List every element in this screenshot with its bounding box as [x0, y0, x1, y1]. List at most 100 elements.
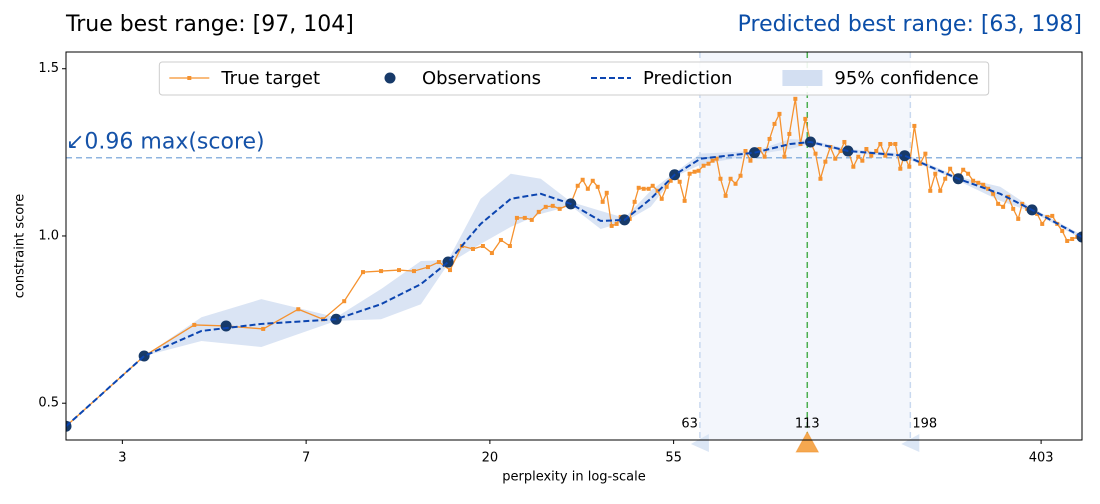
point-marker — [842, 139, 847, 144]
point-marker — [1040, 221, 1045, 226]
x-tick-label: 3 — [118, 451, 126, 466]
point-marker — [296, 307, 301, 312]
point-marker — [738, 173, 743, 178]
best-marker — [795, 430, 820, 453]
point-marker — [575, 183, 580, 188]
point-marker — [614, 221, 619, 226]
point-marker — [489, 251, 494, 256]
point-marker — [971, 178, 976, 183]
point-marker — [659, 196, 664, 201]
point-marker — [682, 198, 687, 203]
point-marker — [787, 131, 792, 136]
x-tick-label: 7 — [302, 451, 310, 466]
point-marker — [710, 158, 715, 163]
point-marker — [397, 268, 402, 273]
point-marker — [514, 215, 519, 220]
point-marker — [677, 179, 682, 184]
point-marker — [1011, 206, 1016, 211]
point-marker — [883, 153, 888, 158]
point-marker — [529, 217, 534, 222]
point-marker — [604, 190, 609, 195]
point-marker — [874, 149, 879, 154]
legend-label: Observations — [422, 68, 541, 89]
axes-frame — [65, 51, 1083, 441]
x-tick-label: 55 — [665, 451, 682, 466]
point-marker — [600, 199, 605, 204]
point-marker — [878, 141, 883, 146]
best-label: 113 — [795, 417, 820, 432]
point-marker — [411, 269, 416, 274]
point-marker — [580, 177, 585, 182]
point-marker — [664, 184, 669, 189]
point-marker — [991, 191, 996, 196]
point-marker — [1001, 204, 1006, 209]
point-marker — [782, 154, 787, 159]
y-tick-label: 1.5 — [38, 61, 59, 76]
point-marker — [448, 268, 453, 273]
range-marker — [690, 434, 709, 452]
point-marker — [728, 176, 733, 181]
point-marker — [986, 186, 991, 191]
point-marker — [893, 141, 898, 146]
point-marker — [696, 168, 701, 173]
point-marker — [641, 186, 646, 191]
point-marker — [706, 161, 711, 166]
observation-point — [220, 320, 232, 332]
point-marker — [803, 116, 808, 121]
point-marker — [585, 186, 590, 191]
y-tick-label: 1.0 — [38, 228, 59, 243]
point-marker — [948, 166, 953, 171]
point-marker — [1065, 238, 1070, 243]
point-marker — [838, 149, 843, 154]
point-marker — [856, 154, 861, 159]
x-axis-label: perplexity in log-scale — [502, 470, 645, 485]
point-marker — [480, 244, 485, 248]
point-marker — [833, 156, 838, 161]
observation-point — [749, 147, 761, 159]
point-marker — [655, 188, 660, 193]
point-marker — [869, 153, 874, 158]
point-marker — [342, 299, 347, 304]
point-marker — [723, 193, 728, 198]
y-tick-label: 0.5 — [38, 396, 59, 411]
chart-title: True best range: [97, 104] — [65, 12, 354, 37]
point-marker — [961, 167, 966, 172]
point-marker — [595, 184, 600, 189]
plot-area — [66, 52, 1082, 440]
point-marker — [590, 178, 595, 183]
point-marker — [701, 163, 706, 168]
point-marker — [981, 182, 986, 187]
point-marker — [687, 171, 692, 176]
point-marker — [733, 181, 738, 186]
point-marker — [976, 180, 981, 185]
point-marker — [860, 158, 865, 163]
point-marker — [851, 164, 856, 169]
point-marker — [767, 136, 772, 141]
threshold-label: ↙0.96 max(score) — [66, 130, 265, 155]
legend-label: 95% confidence — [834, 68, 978, 89]
point-marker — [823, 159, 828, 164]
series-line — [66, 140, 1082, 428]
point-marker — [938, 188, 943, 193]
point-marker — [996, 201, 1001, 206]
point-marker — [261, 326, 266, 331]
range-marker — [901, 434, 920, 452]
point-marker — [668, 178, 673, 183]
point-marker — [507, 244, 512, 248]
point-marker — [933, 171, 938, 176]
point-marker — [714, 156, 719, 161]
point-marker — [748, 158, 753, 163]
point-marker — [425, 265, 430, 270]
legend-marker — [384, 72, 396, 84]
range-shade — [699, 52, 911, 440]
point-marker — [650, 183, 655, 188]
point-marker — [609, 223, 614, 228]
point-marker — [379, 269, 384, 274]
point-marker — [772, 121, 777, 126]
point-marker — [636, 185, 641, 190]
point-marker — [557, 206, 562, 211]
legend-box — [158, 61, 990, 96]
point-marker — [536, 209, 541, 214]
point-marker — [818, 176, 823, 181]
